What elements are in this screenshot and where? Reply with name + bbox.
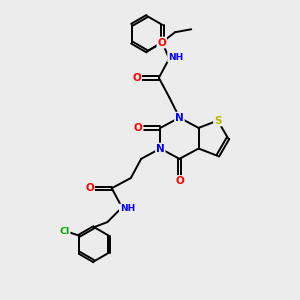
Text: O: O <box>85 183 94 193</box>
Text: O: O <box>158 38 166 47</box>
Text: N: N <box>156 143 165 154</box>
Text: Cl: Cl <box>59 227 70 236</box>
Text: O: O <box>132 73 141 83</box>
Text: NH: NH <box>168 53 183 62</box>
Text: N: N <box>175 112 184 123</box>
Text: S: S <box>214 116 221 126</box>
Text: O: O <box>134 123 142 133</box>
Text: NH: NH <box>120 204 135 213</box>
Text: O: O <box>175 176 184 186</box>
